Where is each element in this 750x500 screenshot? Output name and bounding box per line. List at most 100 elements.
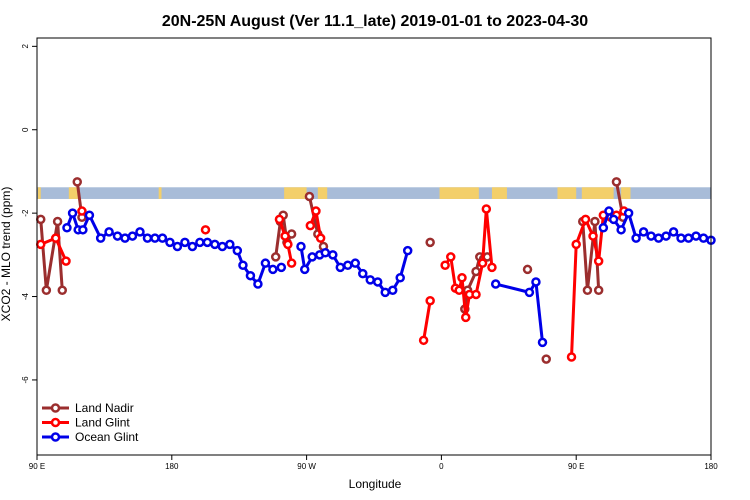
data-point: [95, 233, 106, 243]
y-tick-label: -6: [21, 376, 30, 384]
data-point: [653, 233, 664, 243]
y-axis: 2 0 -2 -4 -6: [21, 44, 37, 384]
data-point: [135, 227, 145, 237]
data-point: [487, 262, 497, 273]
data-point: [78, 225, 88, 235]
land-region: [557, 187, 577, 199]
data-point: [253, 279, 263, 289]
data-point: [157, 233, 168, 243]
data-point: [580, 214, 591, 225]
data-point: [676, 233, 686, 243]
data-point: [631, 233, 641, 243]
data-point: [67, 208, 78, 218]
data-point: [296, 241, 306, 252]
data-point: [305, 220, 316, 231]
land-region: [284, 187, 307, 199]
data-point: [425, 237, 435, 248]
data-point: [623, 208, 634, 218]
data-point: [238, 260, 248, 271]
data-point: [638, 227, 649, 237]
legend-item: Land Nadir: [42, 401, 134, 415]
data-point: [460, 312, 471, 323]
x-tick-label: 90 E: [29, 462, 45, 471]
plot-series: [35, 177, 716, 364]
data-point: [315, 233, 326, 243]
data-point: [187, 241, 198, 252]
series-line: [39, 219, 64, 292]
data-point: [276, 262, 287, 273]
data-point: [200, 225, 211, 235]
data-point: [598, 222, 609, 233]
data-point: [304, 191, 315, 202]
data-point: [311, 206, 321, 216]
land-ocean-strip: [37, 187, 711, 199]
data-point: [418, 335, 429, 346]
data-point: [299, 264, 310, 275]
data-point: [440, 260, 450, 271]
legend-swatch-marker: [50, 403, 61, 413]
data-point: [358, 268, 368, 279]
data-point: [328, 250, 338, 260]
data-point: [50, 233, 61, 243]
data-point: [202, 237, 213, 248]
data-point: [150, 233, 160, 243]
data-point: [286, 258, 297, 268]
data-point: [232, 245, 243, 256]
y-tick-label: -2: [21, 209, 30, 217]
data-point: [477, 258, 488, 268]
data-point: [127, 231, 138, 241]
data-point: [307, 252, 317, 262]
data-point: [590, 216, 600, 227]
data-point: [283, 239, 293, 250]
x-tick-label: 0: [439, 462, 444, 471]
data-point: [35, 239, 46, 250]
data-point: [616, 225, 626, 235]
data-point: [588, 231, 598, 241]
data-point: [104, 227, 114, 237]
series-line: [422, 300, 432, 341]
y-axis-label: XCO2 - MLO trend (ppm): [0, 187, 13, 322]
y-tick-label: 0: [21, 127, 30, 132]
x-axis-label: Longitude: [349, 477, 402, 491]
data-point: [446, 252, 456, 262]
data-point: [604, 206, 614, 216]
data-point: [77, 206, 87, 216]
data-point: [52, 216, 63, 227]
chart-title: 20N-25N August (Ver 11.1_late) 2019-01-0…: [162, 13, 588, 30]
data-point: [41, 285, 52, 296]
legend-item: Land Glint: [42, 416, 130, 430]
plot-frame: [36, 37, 712, 456]
legend-item: Ocean Glint: [42, 430, 139, 444]
data-point: [372, 277, 383, 287]
series-line: [495, 280, 544, 343]
data-point: [387, 285, 398, 296]
land-region: [491, 187, 507, 199]
data-point: [245, 270, 256, 281]
data-point: [268, 264, 278, 275]
data-point: [571, 239, 581, 250]
data-point: [582, 285, 593, 296]
data-point: [343, 260, 353, 271]
x-tick-label: 90 E: [568, 462, 584, 471]
data-point: [593, 285, 604, 296]
data-point: [270, 252, 281, 262]
data-point: [35, 214, 46, 225]
land-region: [158, 187, 162, 199]
legend-label: Ocean Glint: [75, 430, 139, 444]
land-region: [439, 187, 479, 199]
data-point: [180, 237, 190, 248]
data-point: [566, 352, 577, 362]
x-tick-label: 180: [704, 462, 718, 471]
y-tick-label: -4: [21, 292, 30, 300]
data-point: [165, 237, 175, 248]
land-region: [581, 187, 614, 199]
data-point: [537, 337, 548, 348]
data-point: [593, 256, 604, 266]
land-region: [621, 187, 631, 199]
land-region: [37, 187, 41, 199]
data-point: [225, 239, 235, 250]
data-point: [608, 214, 619, 225]
land-region: [317, 187, 328, 199]
